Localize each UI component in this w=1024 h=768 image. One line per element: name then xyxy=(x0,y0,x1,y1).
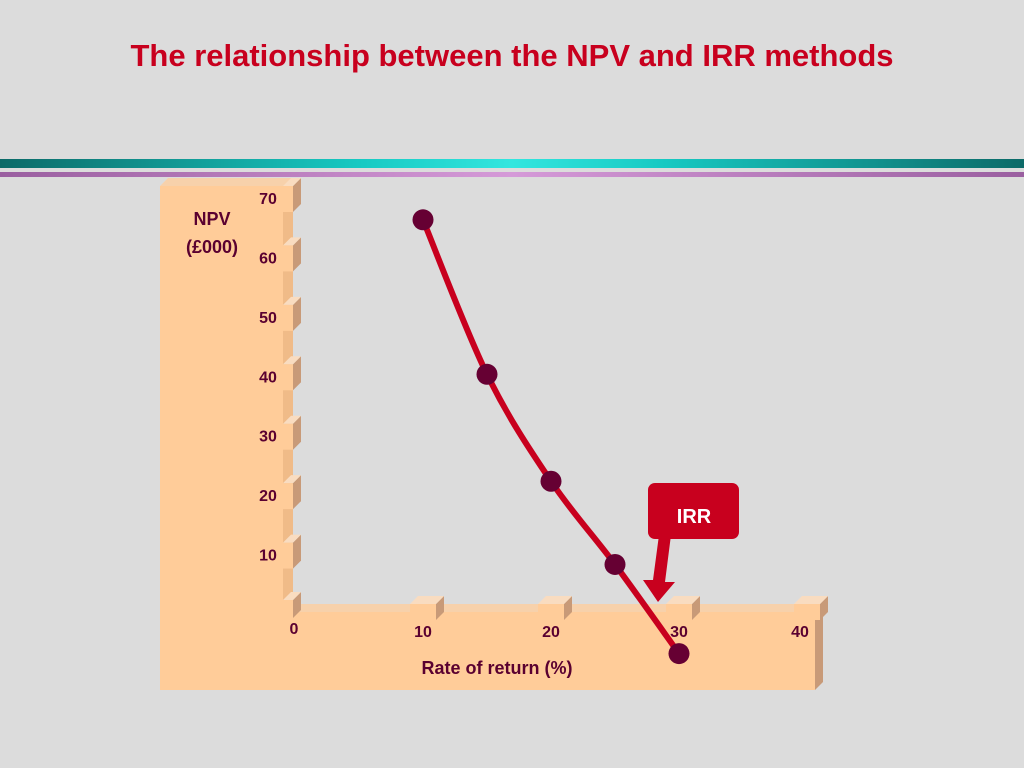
chart-panel xyxy=(160,178,823,690)
x-tick-label-20: 20 xyxy=(542,624,560,641)
y-tick-block-face xyxy=(283,364,293,391)
panel-x-band xyxy=(293,612,815,690)
x-axis-title: Rate of return (%) xyxy=(421,658,572,678)
y-axis-ticks: 10 20 30 40 50 60 70 xyxy=(259,178,301,618)
x-tick-block-top xyxy=(666,596,700,604)
y-tick-block-side xyxy=(293,237,301,272)
npv-series xyxy=(412,209,690,665)
data-point-25 xyxy=(604,553,626,575)
x-tick-block-face xyxy=(794,604,820,620)
y-axis-title-line2: (£000) xyxy=(186,237,238,257)
x-tick-block-top xyxy=(794,596,828,604)
y-tick-70: 70 xyxy=(259,178,301,212)
y-tick-block-top xyxy=(283,356,301,365)
x-tick-label-10: 10 xyxy=(414,624,432,641)
y-tick-block-top xyxy=(283,415,301,424)
y-tick-block-top xyxy=(283,178,301,186)
x-tick-block-face xyxy=(538,604,564,620)
y-tick-30: 30 xyxy=(259,415,301,450)
y-tick-label-70: 70 xyxy=(259,191,277,208)
x-tick-30: 30 xyxy=(666,596,700,641)
y-tick-label-60: 60 xyxy=(259,250,277,267)
x-tick-label-40: 40 xyxy=(791,624,809,641)
y-tick-label-40: 40 xyxy=(259,369,277,386)
y-tick-block-side xyxy=(293,296,301,331)
y-tick-label-50: 50 xyxy=(259,310,277,327)
x-tick-label-30: 30 xyxy=(670,624,688,641)
y-tick-50: 50 xyxy=(259,296,301,331)
y-tick-block-face xyxy=(283,304,293,331)
y-tick-0-block xyxy=(283,592,301,618)
y-tick-20: 20 xyxy=(259,475,301,510)
x-tick-0: 0 xyxy=(290,621,299,638)
y-tick-block-top xyxy=(283,475,301,484)
x-tick-10: 10 xyxy=(410,596,444,641)
y-tick-label-30: 30 xyxy=(259,429,277,446)
y-tick-block-face xyxy=(283,423,293,450)
y-axis-title-line1: NPV xyxy=(193,209,230,229)
title-divider-purple xyxy=(0,172,1024,177)
y-tick-block-top xyxy=(283,592,301,600)
y-tick-block-side xyxy=(293,534,301,569)
data-point-10 xyxy=(412,209,434,231)
x-tick-block-face xyxy=(666,604,692,620)
y-tick-block-side xyxy=(293,475,301,510)
x-tick-label-0: 0 xyxy=(290,621,299,638)
data-point-30 xyxy=(668,643,690,665)
y-tick-block-top xyxy=(283,237,301,246)
y-tick-block-top xyxy=(283,296,301,305)
y-tick-label-10: 10 xyxy=(259,548,277,565)
y-tick-block-side xyxy=(293,415,301,450)
panel-right-edge xyxy=(815,604,823,690)
y-tick-label-20: 20 xyxy=(259,488,277,505)
y-tick-block-side xyxy=(293,178,301,212)
data-point-15 xyxy=(476,363,498,385)
y-tick-block-side xyxy=(293,356,301,391)
y-tick-block-face xyxy=(283,542,293,569)
x-axis-ticks: 0 10 20 30 40 xyxy=(290,596,828,641)
irr-label: IRR xyxy=(677,506,712,528)
irr-arrow xyxy=(643,535,675,602)
title-divider-teal xyxy=(0,159,1024,168)
y-tick-block-face xyxy=(283,600,293,616)
y-tick-block-side xyxy=(293,592,301,618)
y-tick-block-face xyxy=(283,483,293,510)
slide-title: The relationship between the NPV and IRR… xyxy=(130,38,894,73)
y-tick-40: 40 xyxy=(259,356,301,391)
panel-y-column xyxy=(160,186,293,690)
axis-labels: NPV (£000) Rate of return (%) xyxy=(186,209,573,678)
irr-callout: IRR xyxy=(643,483,739,602)
x-tick-block-top xyxy=(538,596,572,604)
panel-y-shadow xyxy=(283,186,293,606)
irr-callout-box xyxy=(648,483,739,539)
panel-top-edge xyxy=(160,178,293,186)
y-tick-10: 10 xyxy=(259,534,301,569)
x-tick-block-top xyxy=(410,596,444,604)
x-tick-40: 40 xyxy=(791,596,828,641)
y-tick-block-face xyxy=(283,186,293,212)
npv-curve xyxy=(420,216,682,657)
y-tick-block-top xyxy=(283,534,301,543)
y-tick-60: 60 xyxy=(259,237,301,272)
y-tick-block-face xyxy=(283,245,293,272)
x-tick-block-face xyxy=(410,604,436,620)
x-tick-20: 20 xyxy=(538,596,572,641)
data-point-20 xyxy=(540,470,562,492)
